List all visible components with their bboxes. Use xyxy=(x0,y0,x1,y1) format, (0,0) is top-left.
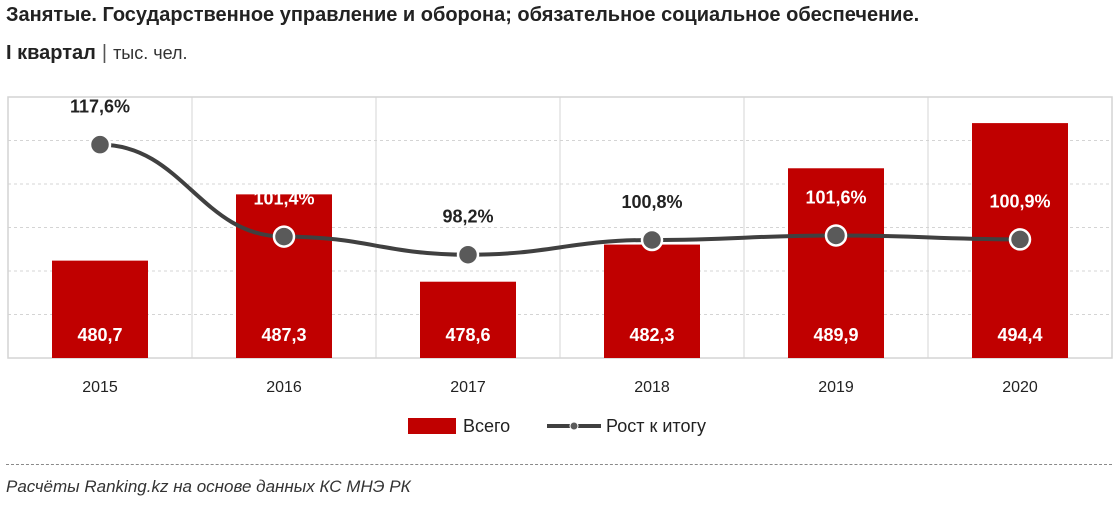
bar-value-label: 482,3 xyxy=(629,325,674,345)
bar-value-label: 480,7 xyxy=(77,325,122,345)
chart-area: 480,7 2015 487,3 2016 478,6 2017 482,3 2018 489,… xyxy=(7,96,1113,436)
bar-value-label: 478,6 xyxy=(445,325,490,345)
growth-point xyxy=(1008,228,1032,251)
unit-label: тыс. чел. xyxy=(113,43,188,63)
bar-2017 xyxy=(420,281,516,358)
growth-point xyxy=(456,243,480,266)
title-separator: | xyxy=(101,42,108,64)
growth-point xyxy=(272,225,296,248)
period-label: I квартал xyxy=(6,42,96,64)
footnote-divider xyxy=(6,464,1112,465)
x-tick-label: 2017 xyxy=(450,379,486,396)
legend-label-bar: Всего xyxy=(463,416,510,436)
chart-title: Занятые. Государственное управление и об… xyxy=(6,4,920,26)
growth-point xyxy=(824,224,848,247)
bar-value-label: 487,3 xyxy=(261,325,306,345)
growth-line xyxy=(99,142,1021,257)
bar-2018 xyxy=(604,244,700,358)
bar-2019 xyxy=(788,168,884,358)
growth-value-label: 100,8% xyxy=(621,192,682,212)
x-tick-label: 2019 xyxy=(818,379,854,396)
legend-swatch-marker xyxy=(569,421,579,431)
growth-value-label: 117,6% xyxy=(70,97,130,117)
legend-swatch-bar xyxy=(408,418,456,434)
growth-value-label: 101,6% xyxy=(805,187,866,207)
x-tick-label: 2020 xyxy=(1002,379,1038,396)
x-tick-label: 2018 xyxy=(634,379,670,396)
growth-point xyxy=(88,133,112,156)
x-tick-label: 2015 xyxy=(82,379,118,396)
growth-value-label: 101,4% xyxy=(253,189,314,209)
growth-value-label: 100,9% xyxy=(989,191,1050,211)
chart-subtitle: I квартал | тыс. чел. xyxy=(6,42,188,65)
legend: Всего Рост к итогу xyxy=(408,416,706,436)
source-footnote: Расчёты Ranking.kz на основе данных КС М… xyxy=(6,477,411,496)
bar-2015 xyxy=(52,260,148,358)
growth-value-label: 98,2% xyxy=(442,207,493,227)
growth-point xyxy=(640,228,664,252)
legend-label-line: Рост к итогу xyxy=(606,416,706,436)
x-tick-label: 2016 xyxy=(266,379,302,396)
bar-2016 xyxy=(236,194,332,358)
bar-value-label: 489,9 xyxy=(813,325,858,345)
bar-value-label: 494,4 xyxy=(997,325,1042,345)
